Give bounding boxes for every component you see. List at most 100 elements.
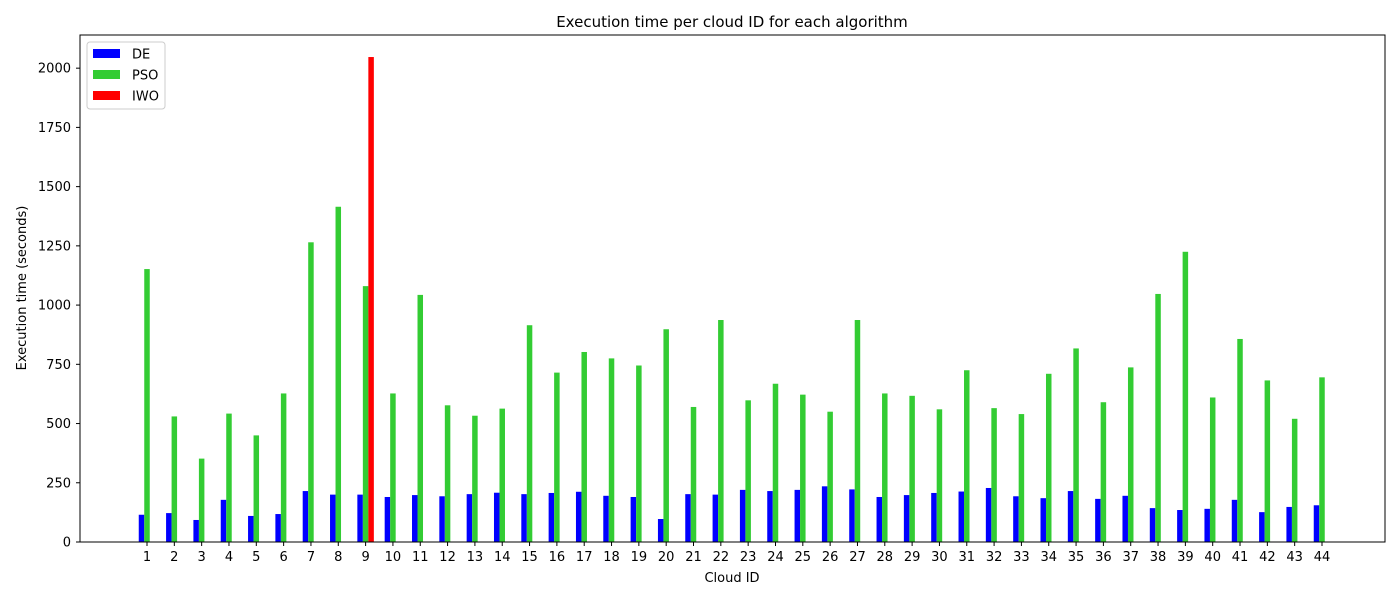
bar-pso-19 [636, 365, 642, 542]
bar-pso-21 [690, 406, 697, 542]
x-tick-label: 16 [549, 550, 566, 565]
bar-de-41 [1231, 499, 1238, 542]
bar-pso-44 [1319, 377, 1325, 542]
bar-iwo-9 [368, 57, 374, 542]
x-tick-label: 34 [1040, 550, 1057, 565]
x-tick-label: 12 [439, 550, 456, 565]
bar-de-14 [493, 492, 500, 542]
bar-pso-10 [390, 393, 396, 542]
bar-pso-32 [991, 408, 997, 542]
legend-swatch-iwo [93, 91, 120, 100]
bar-de-35 [1067, 491, 1074, 542]
bar-de-26 [821, 486, 828, 542]
x-axis-title: Cloud ID [704, 571, 759, 586]
chart-title: Execution time per cloud ID for each alg… [556, 13, 908, 31]
x-tick-label: 8 [334, 550, 342, 565]
bar-pso-24 [772, 383, 779, 542]
x-tick-label: 9 [361, 550, 369, 565]
bar-pso-17 [581, 351, 587, 542]
y-tick-label: 1750 [38, 121, 71, 136]
x-tick-label: 21 [685, 550, 702, 565]
bar-de-32 [985, 487, 992, 542]
bar-de-27 [849, 489, 855, 542]
bar-pso-4 [226, 413, 232, 542]
bar-pso-40 [1209, 397, 1216, 542]
plot-frame [79, 34, 1386, 543]
y-axis-title: Execution time (seconds) [15, 206, 30, 371]
bar-pso-2 [171, 416, 178, 542]
legend-label-pso: PSO [132, 69, 158, 84]
bar-de-36 [1095, 498, 1101, 542]
x-tick-label: 18 [603, 550, 620, 565]
legend-swatch-de [93, 49, 120, 58]
x-tick-label: 19 [631, 550, 648, 565]
bar-pso-43 [1291, 418, 1298, 542]
x-tick-label: 4 [225, 550, 233, 565]
bar-pso-42 [1264, 380, 1271, 542]
bar-de-37 [1122, 495, 1128, 542]
bar-de-2 [166, 513, 172, 542]
bar-de-8 [330, 494, 336, 542]
bar-pso-27 [854, 320, 861, 542]
bar-pso-1 [144, 269, 150, 542]
bar-pso-29 [909, 395, 915, 542]
bar-pso-13 [472, 415, 478, 542]
bar-pso-12 [444, 405, 451, 542]
bar-pso-20 [663, 329, 669, 542]
bar-de-38 [1149, 508, 1156, 542]
x-tick-label: 31 [958, 550, 975, 565]
bar-de-43 [1286, 506, 1292, 542]
bar-de-18 [603, 495, 609, 542]
bar-de-44 [1313, 505, 1320, 542]
bar-pso-30 [936, 409, 943, 542]
bar-de-42 [1259, 512, 1265, 542]
x-tick-label: 3 [198, 550, 206, 565]
x-tick-label: 17 [576, 550, 593, 565]
bar-de-9 [357, 494, 363, 542]
bar-pso-34 [1045, 373, 1052, 542]
bar-pso-9 [362, 286, 369, 542]
x-tick-label: 10 [385, 550, 402, 565]
bar-de-6 [275, 514, 281, 542]
bar-de-20 [657, 519, 664, 542]
y-tick-label: 1500 [38, 180, 71, 195]
x-tick-label: 41 [1232, 550, 1249, 565]
x-tick-label: 13 [467, 550, 484, 565]
legend-label-de: DE [132, 48, 150, 63]
bar-de-34 [1040, 498, 1046, 542]
x-tick-label: 7 [307, 550, 315, 565]
bar-de-30 [931, 492, 937, 542]
bar-de-40 [1204, 508, 1210, 542]
x-tick-label: 30 [931, 550, 948, 565]
bar-de-13 [466, 494, 473, 542]
legend-label-iwo: IWO [132, 90, 159, 105]
bar-pso-7 [308, 242, 314, 543]
x-tick-label: 15 [521, 550, 538, 565]
y-tick-label: 0 [63, 536, 71, 551]
x-tick-label: 39 [1177, 550, 1194, 565]
bar-de-28 [876, 496, 883, 542]
x-tick-label: 24 [767, 550, 784, 565]
bar-de-24 [767, 491, 773, 542]
bar-pso-22 [718, 320, 724, 542]
bar-pso-39 [1182, 251, 1189, 542]
bar-pso-26 [827, 411, 833, 542]
x-tick-label: 35 [1068, 550, 1085, 565]
x-tick-label: 36 [1095, 550, 1112, 565]
x-tick-label: 44 [1314, 550, 1331, 565]
bar-de-16 [548, 492, 555, 542]
bar-pso-36 [1100, 402, 1107, 542]
x-tick-label: 25 [795, 550, 812, 565]
bar-pso-35 [1073, 348, 1079, 542]
x-axis-ticks: 1 2 3 4 5 6 7 8 9 10 11 12 13 14 15 16 17 18 19 20 21 22 23 24 2… [143, 542, 1330, 565]
bar-de-3 [193, 519, 199, 542]
y-tick-label: 2000 [38, 62, 71, 77]
bar-pso-31 [964, 370, 970, 542]
y-tick-label: 1000 [38, 299, 71, 314]
x-tick-label: 14 [494, 550, 511, 565]
bar-de-17 [575, 491, 582, 542]
bar-pso-3 [198, 458, 205, 542]
bar-de-15 [521, 494, 527, 542]
bar-de-19 [630, 496, 637, 542]
bar-de-10 [384, 496, 391, 542]
